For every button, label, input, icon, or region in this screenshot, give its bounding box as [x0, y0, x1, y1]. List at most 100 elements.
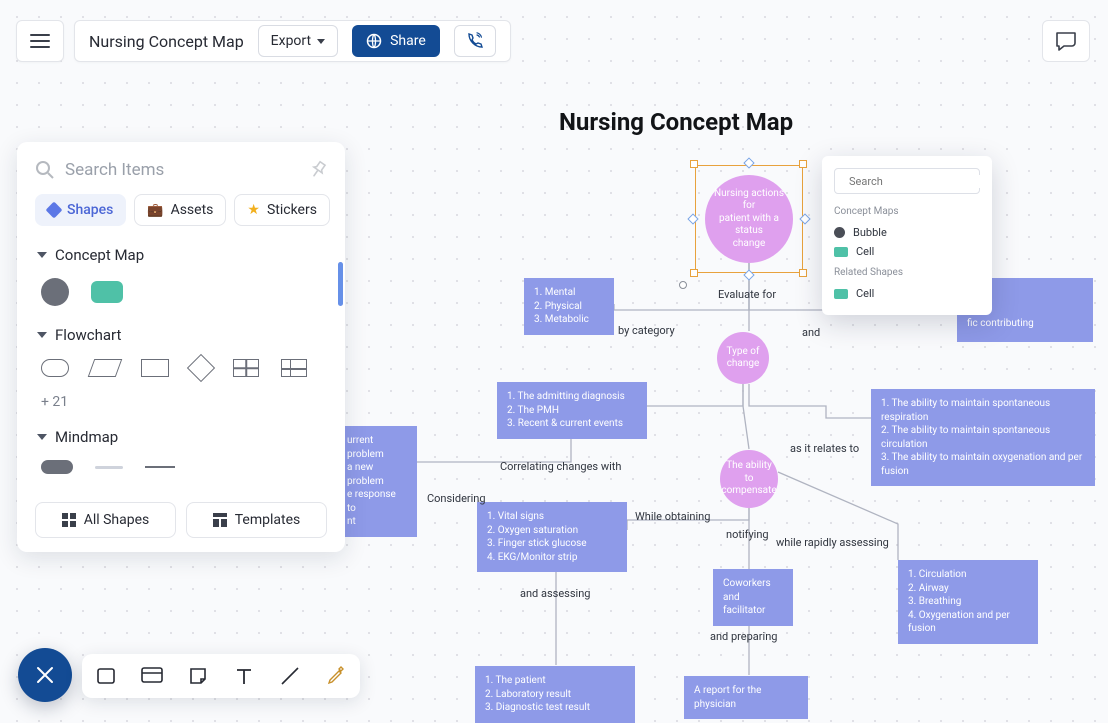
- resize-handle[interactable]: [799, 160, 807, 168]
- popover-item-bubble[interactable]: Bubble: [834, 223, 980, 242]
- tool-line[interactable]: [278, 664, 302, 688]
- briefcase-icon: 💼: [147, 203, 163, 218]
- shape-mindmap-line[interactable]: [145, 466, 175, 468]
- shape-search-popover: Concept Maps Bubble Cell Related Shapes …: [822, 156, 992, 315]
- cell-icon: [834, 289, 848, 299]
- popover-search-input[interactable]: [849, 175, 989, 188]
- templates-button[interactable]: Templates: [186, 502, 327, 538]
- popover-item-cell-2[interactable]: Cell: [834, 284, 980, 303]
- hamburger-menu-button[interactable]: [16, 20, 64, 62]
- tool-rectangle[interactable]: [94, 664, 118, 688]
- document-title[interactable]: Nursing Concept Map: [89, 32, 244, 51]
- share-label: Share: [390, 33, 426, 49]
- diagram-circle-node[interactable]: Type ofchange: [717, 332, 769, 384]
- edge-label: by category: [618, 324, 675, 337]
- edge-label: Correlating changes with: [500, 460, 621, 473]
- export-button[interactable]: Export: [258, 25, 338, 57]
- bubble-icon: [834, 227, 845, 238]
- popover-item-cell-label: Cell: [856, 245, 874, 258]
- edge-label: notifying: [726, 528, 769, 541]
- tool-highlighter[interactable]: [324, 664, 348, 688]
- shape-internal-storage[interactable]: [281, 359, 307, 377]
- all-shapes-label: All Shapes: [84, 512, 150, 528]
- call-button[interactable]: [454, 25, 496, 57]
- selection-frame[interactable]: [695, 165, 803, 273]
- popover-item-cell2-label: Cell: [856, 287, 874, 300]
- diagram-box-node[interactable]: 1. Circulation2. Airway3. Breathing4. Ox…: [898, 560, 1038, 644]
- tab-shapes-label: Shapes: [67, 202, 113, 218]
- diamond-icon: [46, 202, 63, 219]
- section-mindmap-label: Mindmap: [55, 428, 118, 446]
- templates-label: Templates: [235, 512, 301, 528]
- shape-mindmap-main[interactable]: [41, 460, 73, 474]
- diagram-box-node[interactable]: A report for the physician: [684, 676, 808, 719]
- edge-label: Evaluate for: [718, 288, 776, 301]
- diagram-box-node[interactable]: 1. Vital signs2. Oxygen saturation3. Fin…: [477, 502, 627, 572]
- resize-handle[interactable]: [799, 269, 807, 277]
- edge-label: While obtaining: [635, 510, 710, 523]
- caret-down-icon: [37, 332, 47, 338]
- diagram-box-node[interactable]: Coworkers andfacilitator: [713, 569, 793, 626]
- resize-handle[interactable]: [690, 160, 698, 168]
- edge-label: while rapidly assessing: [776, 536, 889, 549]
- resize-handle[interactable]: [690, 269, 698, 277]
- search-icon: [35, 160, 55, 180]
- edge-label: and preparing: [710, 630, 777, 643]
- rotate-handle[interactable]: [679, 281, 687, 289]
- section-concept-map[interactable]: Concept Map: [17, 236, 345, 270]
- edge-label: and assessing: [520, 587, 590, 600]
- popover-item-bubble-label: Bubble: [853, 226, 887, 239]
- tab-assets-label: Assets: [171, 202, 214, 218]
- grid-icon: [62, 513, 76, 527]
- diagram-box-node[interactable]: 1. The patient2. Laboratory result3. Dia…: [475, 666, 635, 723]
- popover-group-concept-maps: Concept Maps: [834, 206, 980, 217]
- section-mindmap[interactable]: Mindmap: [17, 418, 345, 452]
- shape-cell[interactable]: [91, 281, 123, 303]
- shape-table[interactable]: [233, 359, 259, 377]
- flowchart-more[interactable]: + 21: [17, 388, 345, 418]
- pin-icon[interactable]: [305, 157, 330, 182]
- diagram-box-node[interactable]: 1. The admitting diagnosis2. The PMH3. R…: [497, 382, 647, 439]
- section-flowchart-label: Flowchart: [55, 326, 121, 344]
- section-concept-map-label: Concept Map: [55, 246, 144, 264]
- close-fab-button[interactable]: [18, 648, 72, 702]
- all-shapes-button[interactable]: All Shapes: [35, 502, 176, 538]
- panel-tabs: Shapes 💼 Assets ★ Stickers: [17, 194, 345, 236]
- shapes-panel: Shapes 💼 Assets ★ Stickers Concept Map F…: [17, 142, 345, 552]
- section-flowchart[interactable]: Flowchart: [17, 316, 345, 350]
- diagram-box-node[interactable]: 1. Mental2. Physical3. Metabolic: [524, 278, 614, 335]
- scrollbar-thumb[interactable]: [338, 262, 343, 306]
- search-input[interactable]: [65, 160, 309, 180]
- tab-assets[interactable]: 💼 Assets: [134, 194, 226, 226]
- shape-terminator[interactable]: [41, 359, 69, 377]
- diagram-circle-node[interactable]: The abilitytocompensate: [720, 450, 778, 508]
- tab-stickers-label: Stickers: [267, 202, 317, 218]
- diagram-box-node[interactable]: urrent problema new probleme response to…: [337, 426, 417, 537]
- layout-icon: [213, 513, 227, 527]
- popover-search[interactable]: [834, 168, 980, 194]
- share-button[interactable]: Share: [352, 25, 440, 57]
- close-icon: [35, 665, 55, 685]
- star-icon: ★: [247, 202, 260, 218]
- popover-group-related: Related Shapes: [834, 267, 980, 278]
- hamburger-icon: [30, 33, 50, 49]
- tab-stickers[interactable]: ★ Stickers: [234, 194, 330, 226]
- diagram-box-node[interactable]: 1. The ability to maintain spontaneous r…: [871, 389, 1095, 486]
- shape-parallelogram[interactable]: [88, 359, 123, 377]
- edge-label: and: [802, 326, 820, 339]
- edge-label: as it relates to: [790, 442, 859, 455]
- tool-text[interactable]: [232, 664, 256, 688]
- tool-card[interactable]: [140, 664, 164, 688]
- shape-rectangle[interactable]: [141, 359, 169, 377]
- tab-shapes[interactable]: Shapes: [35, 194, 126, 226]
- comment-button[interactable]: [1042, 20, 1090, 62]
- shape-decision[interactable]: [187, 354, 215, 382]
- tool-sticky-note[interactable]: [186, 664, 210, 688]
- popover-item-cell[interactable]: Cell: [834, 242, 980, 261]
- caret-down-icon: [37, 434, 47, 440]
- shape-bubble[interactable]: [41, 278, 69, 306]
- shape-mindmap-sub[interactable]: [95, 466, 123, 469]
- cell-icon: [834, 247, 848, 257]
- export-label: Export: [271, 33, 311, 49]
- chevron-down-icon: [317, 39, 325, 44]
